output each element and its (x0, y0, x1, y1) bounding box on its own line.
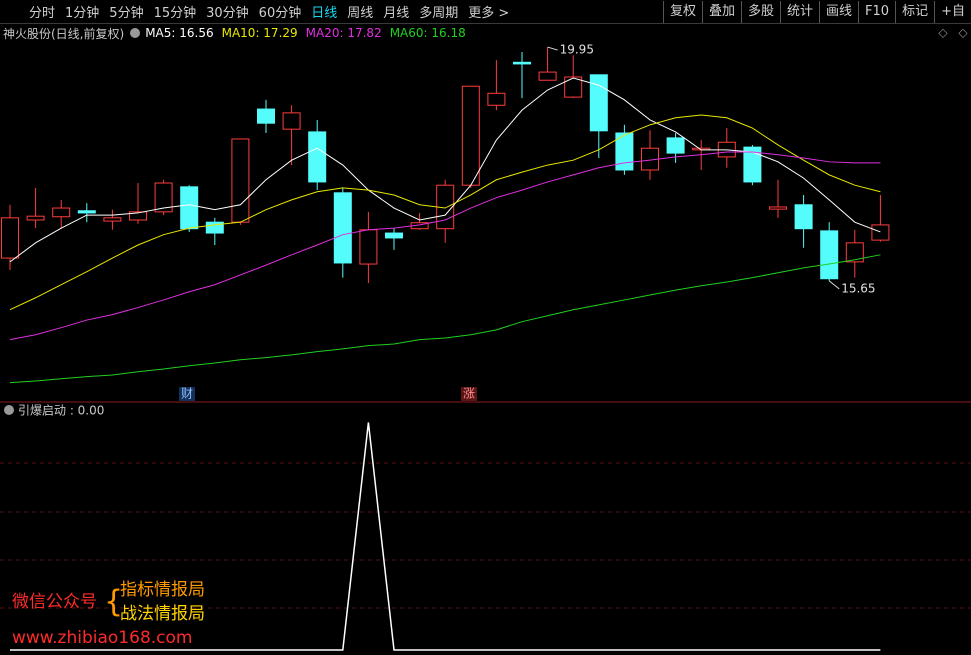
legend-entry: MA5: 16.56 (145, 26, 214, 40)
event-marker[interactable]: 财 (181, 387, 193, 401)
legend-entry: MA10: 17.29 (221, 26, 298, 40)
candle-body (231, 138, 250, 223)
marker-box (179, 387, 195, 401)
watermark-name: 指标情报局 (120, 580, 205, 600)
candle-body (180, 186, 199, 230)
tool-button[interactable]: 复权 (662, 0, 702, 23)
candle-body (282, 112, 301, 130)
period-tab[interactable]: 60分钟 (258, 6, 302, 21)
candle-body (487, 92, 506, 106)
candle-body (359, 229, 378, 265)
watermark-brace: { (104, 585, 123, 620)
legend-entry: MA60: 16.18 (389, 26, 466, 40)
legend: MA5: 16.56 MA10: 17.29 MA20: 17.82 MA60: 16… (145, 26, 474, 40)
settings-icon[interactable] (130, 28, 141, 38)
tool-button[interactable]: 统计 (780, 0, 819, 23)
candle-body (129, 211, 147, 221)
period-tab[interactable]: 日线 (311, 6, 338, 21)
period-tab[interactable]: 更多 > (468, 6, 510, 21)
toolbar: 分时 1分钟 5分钟 15分钟 30分钟 60分钟 日线 周线 月线 多周期 更多 > 复权 叠加 多股… (0, 0, 971, 24)
watermark-name: 战法情报局 (120, 604, 205, 624)
collapse-icon: ◇ (958, 26, 968, 40)
candle-body (1, 217, 19, 259)
candles (1, 47, 890, 284)
annotation: 19.95 (560, 43, 594, 57)
period-tab[interactable]: 周线 (347, 6, 374, 21)
candle-body (333, 192, 352, 264)
candle-body (666, 137, 685, 154)
candle-body (794, 204, 813, 230)
indicator-title: 引爆启动 : 0.00 (18, 404, 104, 418)
candle-body (769, 206, 787, 210)
candle-body (615, 132, 634, 171)
tool-button[interactable]: 叠加 (701, 0, 741, 23)
candle-body (871, 224, 890, 241)
ma-line (9, 77, 881, 263)
candle-body (52, 207, 71, 218)
marker-box (461, 387, 477, 401)
candle-body (257, 108, 275, 124)
candle-body (845, 242, 864, 263)
tool-button[interactable]: 多股 (741, 0, 780, 23)
candle-body (461, 85, 480, 186)
period-tab[interactable]: 15分钟 (153, 6, 197, 21)
tool-button[interactable]: 标记 (895, 0, 934, 23)
watermark: 微信公众号 { 指标情报局 战法情报局 www.zhibiao168.com (12, 580, 205, 648)
tool-button[interactable]: 画线 (819, 0, 858, 23)
ma-line (9, 114, 881, 311)
chart-header: 神火股份(日线,前复权) MA5: 16.56 MA10: 17.29 MA20: … (3, 25, 474, 41)
event-marker[interactable]: 涨 (463, 386, 475, 401)
indicator-icon (4, 405, 14, 415)
annotation-arrow (547, 46, 558, 51)
period-tabs: 分时 1分钟 5分钟 15分钟 30分钟 60分钟 日线 周线 月线 多周期 更多 > (0, 2, 663, 21)
collapse-icon: ◇ (938, 26, 948, 40)
period-tab[interactable]: 分时 (29, 6, 56, 21)
candle-body (820, 230, 839, 280)
candle-body (154, 182, 173, 213)
candle-body (513, 61, 531, 65)
indicator-line (10, 422, 881, 651)
period-tab[interactable]: 1分钟 (65, 6, 100, 21)
candle-body (308, 131, 327, 183)
watermark-account: 微信公众号 (12, 592, 97, 612)
candle-body (26, 215, 45, 221)
indicator-grid (0, 462, 971, 609)
candle-body (77, 210, 96, 214)
period-tab[interactable]: 5分钟 (109, 6, 144, 21)
tool-button[interactable]: +自 (934, 0, 971, 23)
candle-body (589, 74, 608, 132)
ma-line (9, 151, 881, 341)
candle-body (385, 232, 403, 239)
candle-body (103, 217, 122, 222)
tool-buttons: 复权 叠加 多股 统计 画线 F10 标记 +自 (662, 0, 971, 23)
period-tab[interactable]: 月线 (383, 6, 410, 21)
candle-body (205, 221, 224, 234)
ma-line (9, 254, 881, 384)
period-tab[interactable]: 30分钟 (206, 6, 249, 21)
period-tab[interactable]: 多周期 (419, 6, 459, 21)
annotation: 15.65 (841, 281, 875, 295)
candle-body (564, 76, 583, 98)
stock-title: 神火股份(日线,前复权) (3, 26, 125, 41)
legend-entry: MA20: 17.82 (305, 26, 382, 40)
tool-button[interactable]: F10 (858, 0, 895, 23)
annotation-arrow (828, 280, 840, 290)
candle-body (538, 71, 557, 81)
candle-body (743, 146, 762, 183)
watermark-url: www.zhibiao168.com (12, 628, 192, 648)
